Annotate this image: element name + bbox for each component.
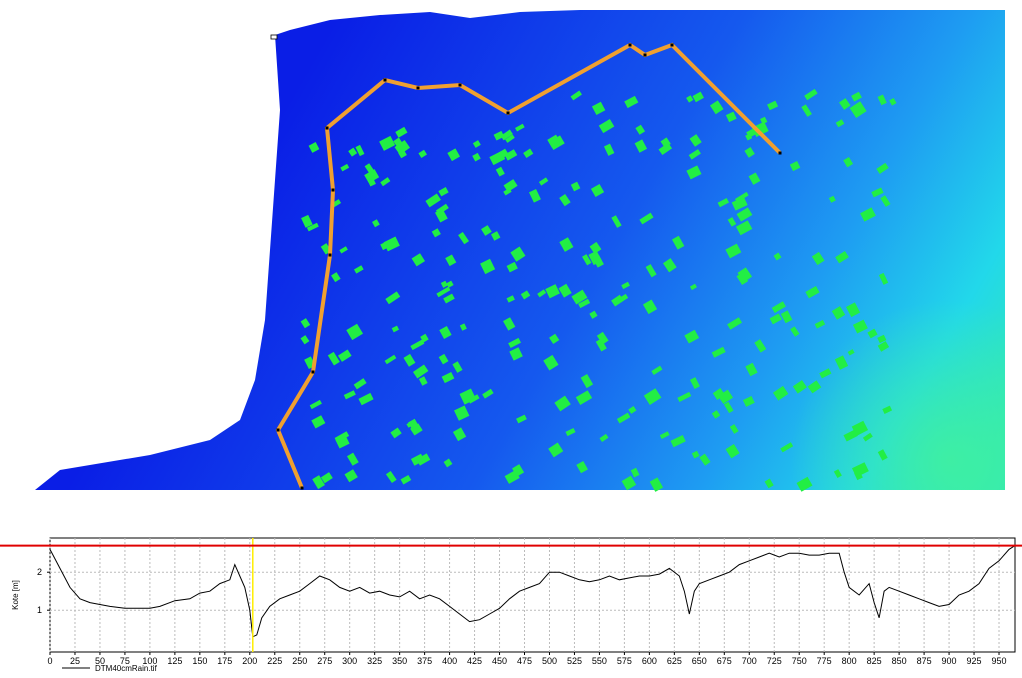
x-tick-label: 0 (47, 656, 52, 666)
x-tick-label: 225 (267, 656, 282, 666)
x-tick-label: 275 (317, 656, 332, 666)
y-tick-label: 1 (37, 605, 42, 615)
x-tick-label: 75 (120, 656, 130, 666)
x-tick-label: 775 (817, 656, 832, 666)
y-tick-label: 2 (37, 567, 42, 577)
x-tick-label: 800 (842, 656, 857, 666)
x-tick-label: 200 (242, 656, 257, 666)
path-vertex (384, 79, 387, 82)
path-vertex (629, 44, 632, 47)
x-tick-label: 25 (70, 656, 80, 666)
path-vertex (301, 487, 304, 490)
x-tick-label: 375 (417, 656, 432, 666)
path-vertex (417, 87, 420, 90)
path-vertex (671, 44, 674, 47)
x-tick-label: 100 (142, 656, 157, 666)
x-tick-label: 150 (192, 656, 207, 666)
terrain-highland (760, 300, 1005, 490)
path-vertex (332, 189, 335, 192)
path-vertex (329, 254, 332, 257)
map (35, 10, 1005, 492)
path-vertex (277, 429, 280, 432)
x-tick-label: 825 (867, 656, 882, 666)
path-vertex (459, 84, 462, 87)
x-tick-label: 325 (367, 656, 382, 666)
x-tick-label: 900 (942, 656, 957, 666)
x-tick-label: 850 (892, 656, 907, 666)
path-vertex (507, 112, 510, 115)
path-vertex (326, 127, 329, 130)
x-tick-label: 875 (917, 656, 932, 666)
x-tick-label: 175 (217, 656, 232, 666)
x-tick-label: 300 (342, 656, 357, 666)
x-tick-label: 725 (767, 656, 782, 666)
path-vertex (779, 152, 782, 155)
path-vertex (312, 371, 315, 374)
x-tick-label: 750 (792, 656, 807, 666)
x-tick-label: 350 (392, 656, 407, 666)
profile-chart: Kote [m] DTM40cmRain.tif 025507510012515… (0, 538, 1022, 673)
y-axis-label: Kote [m] (11, 580, 20, 610)
map-marker (271, 35, 277, 39)
x-tick-label: 400 (442, 656, 457, 666)
x-tick-label: 600 (642, 656, 657, 666)
x-tick-label: 675 (717, 656, 732, 666)
x-tick-label: 250 (292, 656, 307, 666)
x-tick-label: 625 (667, 656, 682, 666)
x-tick-label: 125 (167, 656, 182, 666)
path-vertex (644, 54, 647, 57)
x-tick-label: 525 (567, 656, 582, 666)
x-tick-label: 575 (617, 656, 632, 666)
x-tick-label: 650 (692, 656, 707, 666)
plot-frame (50, 538, 1015, 652)
x-tick-label: 550 (592, 656, 607, 666)
x-tick-label: 475 (517, 656, 532, 666)
x-tick-label: 450 (492, 656, 507, 666)
x-tick-label: 425 (467, 656, 482, 666)
x-tick-label: 500 (542, 656, 557, 666)
app-view: Kote [m] DTM40cmRain.tif 025507510012515… (0, 0, 1022, 673)
x-tick-label: 700 (742, 656, 757, 666)
page: Kote [m] DTM40cmRain.tif 025507510012515… (0, 0, 1022, 678)
x-tick-label: 50 (95, 656, 105, 666)
x-tick-label: 925 (967, 656, 982, 666)
x-tick-label: 950 (992, 656, 1007, 666)
